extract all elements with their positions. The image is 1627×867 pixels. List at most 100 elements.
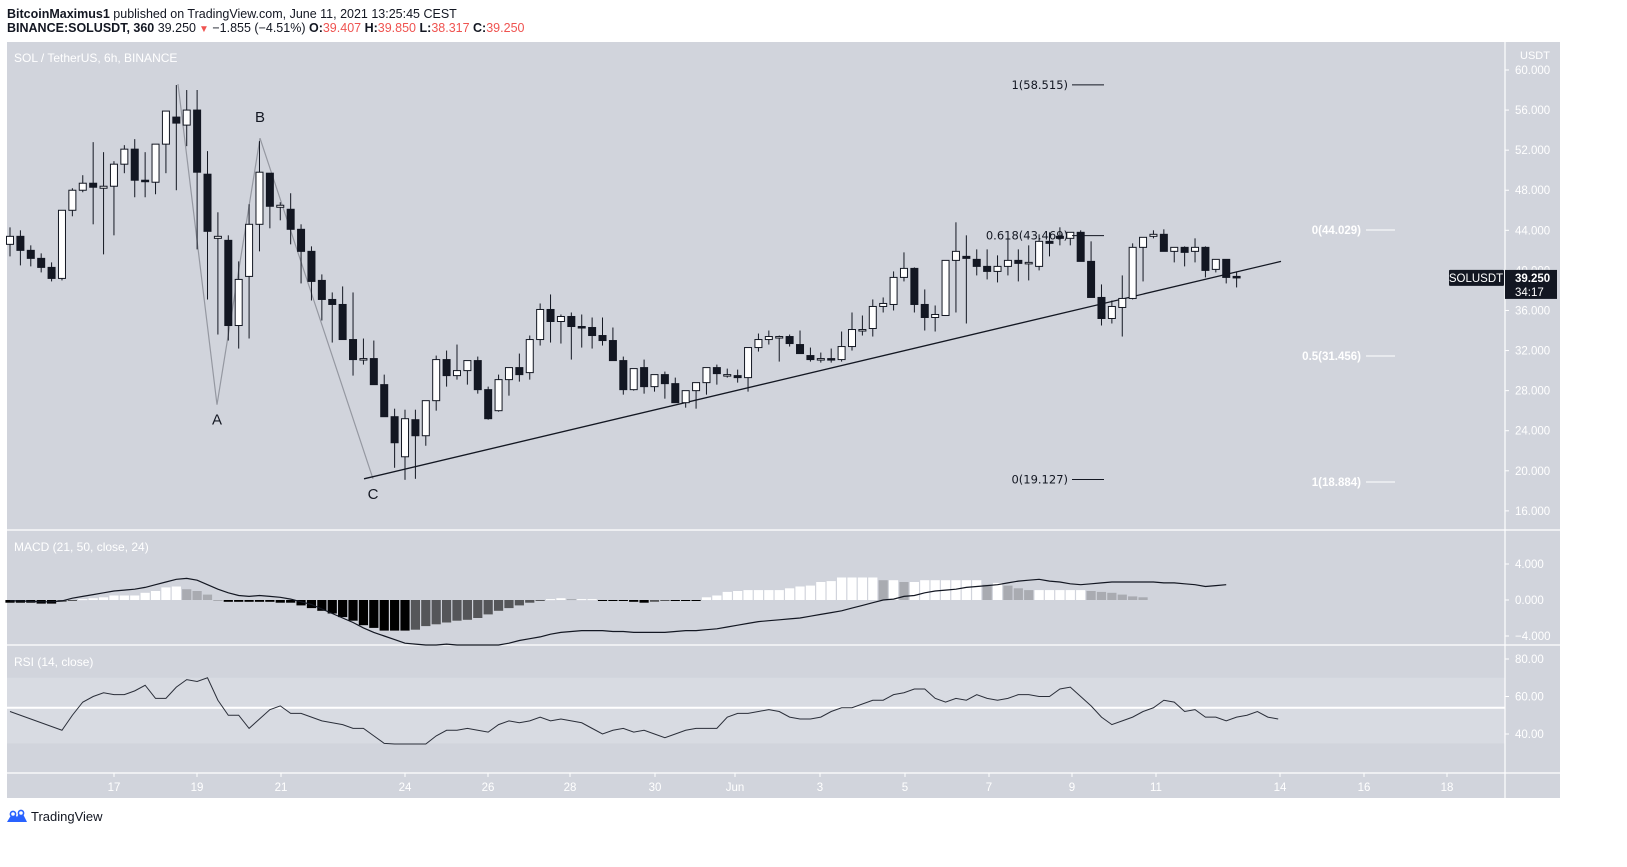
candle-down [806,355,815,361]
macd-histogram-bar [1013,588,1023,600]
macd-histogram-bar [192,591,202,600]
candle-down [130,148,139,181]
candle-up [452,370,461,377]
candle-down [577,326,586,329]
macd-histogram-bar [1138,597,1148,600]
candle-down [172,116,181,124]
macd-line [10,577,1227,646]
candle-up [629,368,638,391]
macd-histogram-bar [213,600,223,601]
time-tick-label: 11 [1150,782,1162,794]
candle-countdown: 34:17 [1515,287,1544,299]
macd-histogram-bar [587,599,597,601]
price-axis-unit: USDT [1520,50,1550,62]
symbol-price-tag [1449,269,1504,286]
macd-histogram-bar [369,600,379,628]
macd-histogram-bar [1044,590,1055,600]
candle-down [1097,296,1106,319]
down-arrow-icon: ▼ [198,24,209,35]
macd-histogram-bar [545,599,556,601]
candle-up [951,250,960,261]
time-tick-label: 17 [108,782,121,794]
candle-down [203,173,212,232]
candle-up [536,308,545,341]
macd-histogram-bar [712,595,722,600]
price-tick-label: 36.000 [1515,305,1550,317]
candle-up [161,110,170,145]
macd-histogram-bar [837,577,847,600]
macd-histogram-bar [691,600,701,601]
candle-down [546,308,555,323]
time-tick-label: Jun [726,782,745,794]
macd-histogram-bar [629,600,639,602]
time-tick-label: 24 [399,782,412,794]
candle-down [660,374,669,385]
candle-up [858,329,867,332]
candle-up [764,336,773,341]
rsi-title: RSI (14, close) [14,655,93,669]
macd-histogram-bar [348,600,358,621]
macd-histogram-bar [982,584,992,600]
candle-down [1222,258,1231,278]
macd-histogram-bar [597,600,608,601]
current-price-box [1505,269,1557,299]
time-tick-label: 3 [817,782,823,794]
candle-down [442,359,451,377]
candle-up [931,313,940,318]
current-price-value: 39.250 [1515,273,1550,285]
high-value: 39.850 [377,21,417,35]
candle-down [1159,233,1168,252]
macd-histogram-bar [317,600,327,611]
candle-up [837,346,846,361]
candle-up [432,359,441,402]
macd-histogram-bar [78,599,88,601]
macd-histogram-bar [1096,591,1107,600]
ascending-support-line[interactable] [363,260,1282,480]
candle-down [796,344,805,355]
macd-histogram-bar [1086,591,1096,600]
time-tick-label: 28 [564,782,577,794]
macd-histogram-bar [223,600,233,602]
macd-histogram-bar [234,600,244,602]
macd-histogram-bar [577,599,587,601]
time-tick-label: 19 [191,782,204,794]
candle-up [723,374,732,377]
candle-up [847,329,856,348]
price-tick-label: 60.000 [1515,65,1550,77]
macd-histogram-bar [140,592,150,600]
macd-histogram-bar [379,600,389,631]
candle-down [141,179,150,183]
macd-histogram-bar [868,577,878,600]
candle-down [338,303,347,341]
macd-histogram-bar [202,594,213,600]
candle-down [619,360,628,391]
macd-histogram-bar [483,600,493,615]
macd-histogram-bar [774,590,784,600]
candle-up [525,339,534,374]
candle-down [920,303,929,318]
candle-up [1139,236,1148,248]
macd-histogram-bar [161,587,171,600]
candle-up [151,143,160,183]
high-label: H: [364,21,378,35]
time-tick-label: 14 [1274,782,1287,794]
symbol-price-tag-label: SOLUSDT [1449,273,1503,285]
macd-histogram-bar [785,588,795,600]
price-tick-label: 24.000 [1515,426,1550,438]
time-tick-label: 30 [649,782,662,794]
macd-histogram-bar [338,600,348,618]
price-tick-label: 20.000 [1515,466,1550,478]
macd-histogram-bar [441,600,452,623]
open-label: O: [308,21,323,35]
macd-histogram-bar [972,580,982,600]
candle-down [827,358,836,361]
author-name[interactable]: BitcoinMaximus1 [7,7,110,21]
macd-histogram-bar [410,600,421,630]
candle-up [78,182,87,191]
candle-up [1035,240,1044,267]
candle-up [255,171,264,225]
tradingview-logo[interactable]: TradingView [6,808,103,824]
close-value: 39.250 [486,21,525,35]
candle-up [744,347,753,379]
